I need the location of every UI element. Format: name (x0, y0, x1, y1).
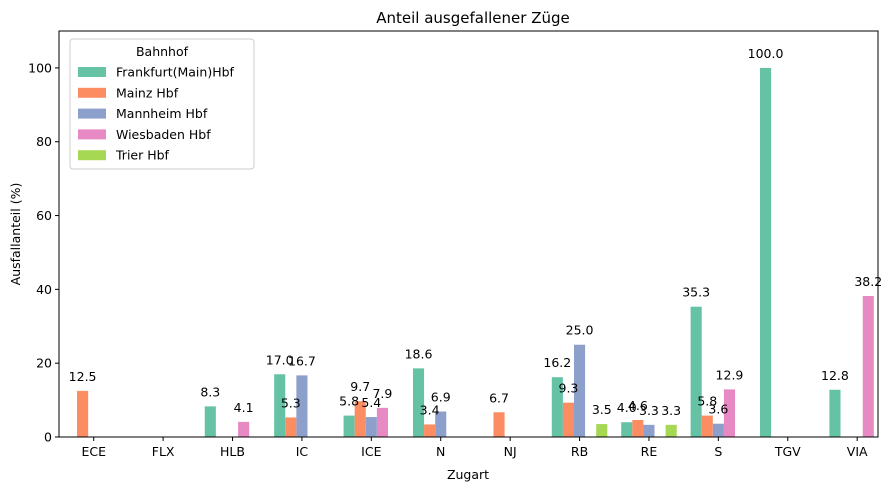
bar-nj-series-1 (493, 412, 505, 437)
legend-label: Trier Hbf (115, 148, 170, 163)
data-label: 5.3 (281, 395, 301, 410)
chart-title: Anteil ausgefallener Züge (376, 9, 569, 27)
bar-hlb-series-3 (238, 421, 250, 437)
x-axis: ECE FLX HLB IC ICE N NJ RB RE S TGV VIA (81, 437, 868, 459)
bar-re-series-4 (665, 424, 677, 437)
bar-ic-series-1 (285, 417, 297, 437)
legend-swatch (78, 129, 106, 140)
data-label: 6.9 (431, 390, 451, 405)
data-label: 3.4 (420, 402, 440, 417)
bar-ic-series-2 (296, 375, 308, 437)
bar-rb-series-0 (551, 377, 563, 437)
bar-hlb-series-0 (204, 406, 216, 437)
y-tick-label: 100 (28, 60, 52, 75)
x-tick-label: RB (571, 444, 588, 459)
bar-via-series-0 (829, 389, 841, 437)
legend-swatch (78, 108, 106, 119)
y-axis: 0 20 40 60 80 100 (28, 60, 59, 445)
data-label: 5.8 (697, 394, 717, 409)
data-label: 12.5 (69, 369, 97, 384)
data-label: 4.6 (628, 398, 648, 413)
x-tick-label: RE (641, 444, 658, 459)
data-label: 3.6 (708, 402, 728, 417)
data-label: 5.8 (339, 394, 359, 409)
bar-ece-series-1 (77, 390, 89, 437)
legend: Bahnhof Frankfurt(Main)Hbf Mainz Hbf Mannh… (69, 38, 255, 170)
data-label: 38.2 (854, 274, 882, 289)
data-labels: 8.3 17.0 5.8 18.6 16.2 4.0 35.3 100.0 12.8 12.5 5.… (69, 46, 883, 418)
legend-box (69, 38, 255, 170)
data-label: 17.0 (266, 352, 294, 367)
bar-re-series-2 (643, 424, 655, 437)
legend-swatch (78, 67, 106, 77)
data-label: 18.6 (405, 346, 433, 361)
legend-label: Frankfurt(Main)Hbf (116, 65, 235, 80)
bar-tgv-series-0 (760, 67, 772, 437)
x-tick-label: HLB (220, 444, 245, 459)
bar-ice-series-0 (343, 415, 355, 437)
data-label: 9.7 (350, 379, 370, 394)
data-label: 16.7 (288, 353, 316, 368)
data-label: 7.9 (372, 386, 392, 401)
x-tick-label: NJ (504, 444, 517, 459)
plot-frame (58, 30, 879, 438)
data-label: 100.0 (748, 46, 784, 61)
bar-ic-series-0 (274, 374, 286, 437)
bar-rb-series-1 (562, 402, 574, 437)
bar-via-series-3 (862, 296, 874, 437)
bar-ice-series-1 (354, 401, 366, 437)
bar-re-series-0 (621, 422, 633, 437)
y-tick-label: 40 (36, 282, 52, 297)
bar-n-series-1 (424, 424, 436, 437)
data-label: 4.1 (234, 400, 254, 415)
data-label: 9.3 (559, 381, 579, 396)
bar-rb-series-2 (573, 344, 586, 437)
legend-label: Mannheim Hbf (116, 106, 208, 121)
bar-s-series-1 (701, 415, 713, 437)
legend-label: Mainz Hbf (116, 85, 179, 100)
bar-ice-series-2 (365, 417, 377, 437)
bar-rb-series-4 (596, 424, 608, 437)
x-axis-label: Zugart (447, 467, 489, 482)
data-label: 5.4 (361, 395, 381, 410)
x-tick-label: N (436, 444, 445, 459)
bar-ice-series-3 (376, 407, 388, 437)
legend-title: Bahnhof (136, 44, 189, 59)
x-tick-label: IC (296, 444, 309, 459)
y-tick-label: 20 (36, 356, 52, 371)
data-label: 3.5 (592, 402, 612, 417)
y-tick-label: 0 (44, 430, 52, 445)
data-label: 3.3 (639, 403, 659, 418)
x-tick-label: FLX (152, 444, 175, 459)
data-label: 3.3 (661, 403, 681, 418)
data-label: 4.0 (617, 400, 637, 415)
data-label: 12.9 (716, 367, 744, 382)
plot-area (77, 67, 874, 437)
data-label: 16.2 (543, 355, 571, 370)
x-tick-label: VIA (847, 444, 868, 459)
bar-s-series-2 (712, 423, 724, 437)
x-tick-label: S (714, 444, 722, 459)
data-label: 25.0 (566, 323, 594, 338)
data-label: 12.8 (821, 368, 849, 383)
legend-label: Wiesbaden Hbf (116, 127, 211, 142)
x-tick-label: ECE (81, 444, 106, 459)
bar-s-series-3 (723, 389, 736, 437)
data-label: 8.3 (200, 384, 220, 399)
legend-swatch (78, 87, 106, 98)
y-tick-label: 80 (36, 134, 52, 149)
data-label: 35.3 (682, 285, 710, 300)
x-tick-label: TGV (774, 444, 801, 459)
data-label: 6.7 (489, 390, 509, 405)
y-axis-label: Ausfallanteil (%) (8, 183, 23, 286)
bar-re-series-1 (632, 420, 644, 437)
legend-swatch (78, 150, 106, 161)
x-tick-label: ICE (361, 444, 381, 459)
y-tick-label: 60 (36, 208, 52, 223)
bar-s-series-0 (690, 306, 702, 437)
bar-n-series-0 (412, 368, 425, 437)
bar-n-series-2 (435, 411, 447, 437)
